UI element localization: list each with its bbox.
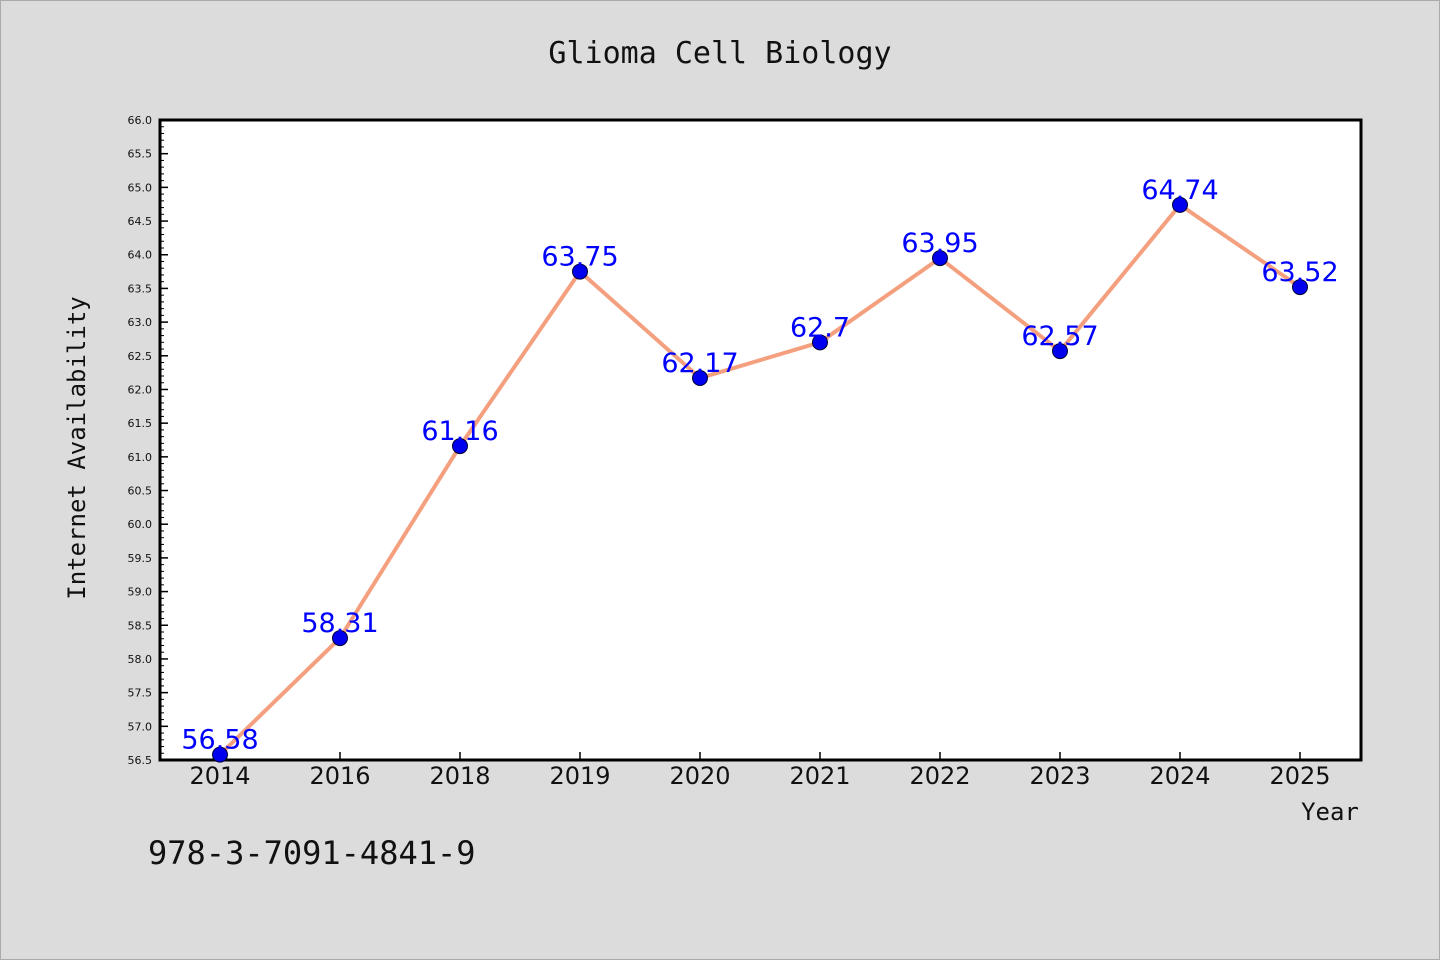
y-axis: 56.5 57.0 57.5 58.0 58.5 59.0 59.5 60.0 60.5 61.0… xyxy=(128,114,168,767)
x-axis: 2014 2016 2018 2019 2020 2021 2022 2023 2024 2025 xyxy=(189,752,1331,790)
y-tick-label: 56.5 xyxy=(128,754,153,767)
x-tick-label: 2014 xyxy=(189,762,250,790)
data-label: 63.52 xyxy=(1261,257,1338,288)
x-tick-label: 2016 xyxy=(309,762,370,790)
data-point-marker xyxy=(1052,343,1068,360)
data-label: 62.7 xyxy=(790,312,850,343)
data-labels: 56.58 58.31 61.16 63.75 62.17 62.7 63.95 62.57 6… xyxy=(181,175,1338,756)
data-point-marker xyxy=(812,334,828,351)
y-tick-label: 58.5 xyxy=(128,619,153,632)
footer-isbn: 978-3-7091-4841-9 xyxy=(148,834,476,872)
data-point-marker xyxy=(332,630,348,647)
y-axis-label: Internet Availability xyxy=(63,296,91,599)
data-label: 62.17 xyxy=(661,348,738,379)
data-label: 64.74 xyxy=(1141,175,1218,206)
x-tick-label: 2025 xyxy=(1269,762,1330,790)
data-label: 63.95 xyxy=(901,228,978,259)
data-point-marker xyxy=(1292,279,1308,296)
series-line xyxy=(218,202,1302,757)
y-tick-label: 65.0 xyxy=(128,181,153,194)
x-tick-label: 2023 xyxy=(1029,762,1090,790)
y-tick-label: 65.5 xyxy=(128,148,153,161)
x-tick-label: 2022 xyxy=(909,762,970,790)
data-label: 63.75 xyxy=(541,242,618,273)
x-tick-label: 2019 xyxy=(549,762,610,790)
y-tick-label: 64.5 xyxy=(128,215,153,228)
y-tick-label: 63.0 xyxy=(128,316,153,329)
y-tick-label: 57.0 xyxy=(128,720,153,733)
chart-title: Glioma Cell Biology xyxy=(548,36,891,71)
data-label: 56.58 xyxy=(181,725,258,756)
data-label: 61.16 xyxy=(421,416,498,447)
series-markers xyxy=(212,196,1308,763)
y-tick-label: 59.5 xyxy=(128,552,153,565)
y-tick-label: 66.0 xyxy=(128,114,153,127)
data-point-marker xyxy=(1172,196,1188,213)
y-tick-label: 61.5 xyxy=(128,417,153,430)
y-tick-label: 64.0 xyxy=(128,249,153,262)
y-tick-label: 62.5 xyxy=(128,350,153,363)
x-axis-label: Year xyxy=(1301,798,1359,826)
x-tick-label: 2021 xyxy=(789,762,850,790)
x-tick-label: 2018 xyxy=(429,762,490,790)
x-tick-label: 2020 xyxy=(669,762,730,790)
plot-area xyxy=(158,118,1363,762)
y-tick-label: 58.0 xyxy=(128,653,153,666)
data-point-marker xyxy=(212,746,228,763)
x-tick-label: 2024 xyxy=(1149,762,1210,790)
y-tick-label: 63.5 xyxy=(128,282,153,295)
data-point-marker xyxy=(452,438,468,455)
y-tick-label: 61.0 xyxy=(128,451,153,464)
y-tick-label: 60.5 xyxy=(128,485,153,498)
y-tick-label: 62.0 xyxy=(128,383,153,396)
y-tick-label: 59.0 xyxy=(128,586,153,599)
data-point-marker xyxy=(692,370,708,387)
data-point-marker xyxy=(932,250,948,267)
y-tick-label: 57.5 xyxy=(128,687,153,700)
data-point-marker xyxy=(572,263,588,280)
data-label: 58.31 xyxy=(301,608,378,639)
y-tick-label: 60.0 xyxy=(128,518,153,531)
data-label: 62.57 xyxy=(1021,321,1098,352)
